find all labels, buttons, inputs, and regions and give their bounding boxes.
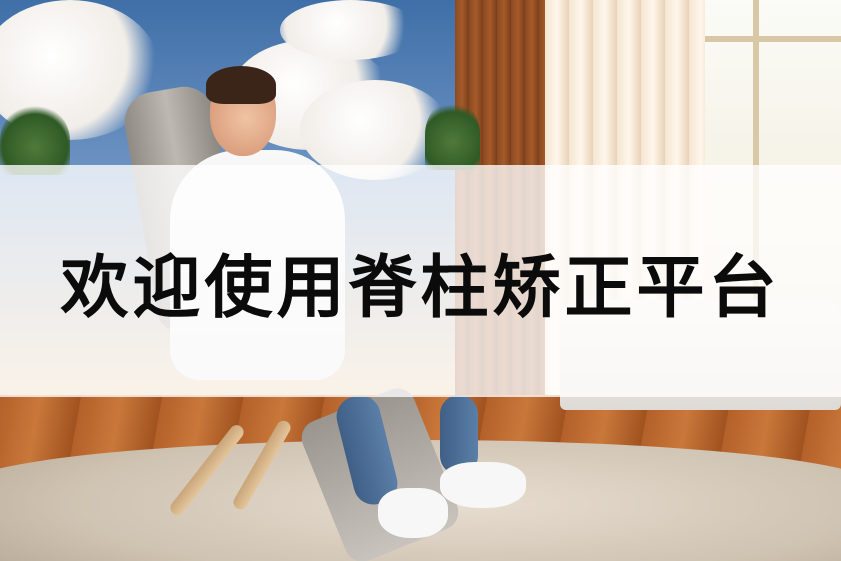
plant xyxy=(425,100,480,170)
person-leg xyxy=(440,395,478,475)
plant xyxy=(0,105,70,175)
person-hair xyxy=(206,66,276,104)
person-sock xyxy=(378,488,448,538)
cloud xyxy=(280,0,420,60)
title-banner: 欢迎使用脊柱矫正平台 xyxy=(0,165,841,397)
page-title: 欢迎使用脊柱矫正平台 xyxy=(60,247,781,328)
window-frame xyxy=(705,36,841,42)
person-sock xyxy=(440,462,526,508)
